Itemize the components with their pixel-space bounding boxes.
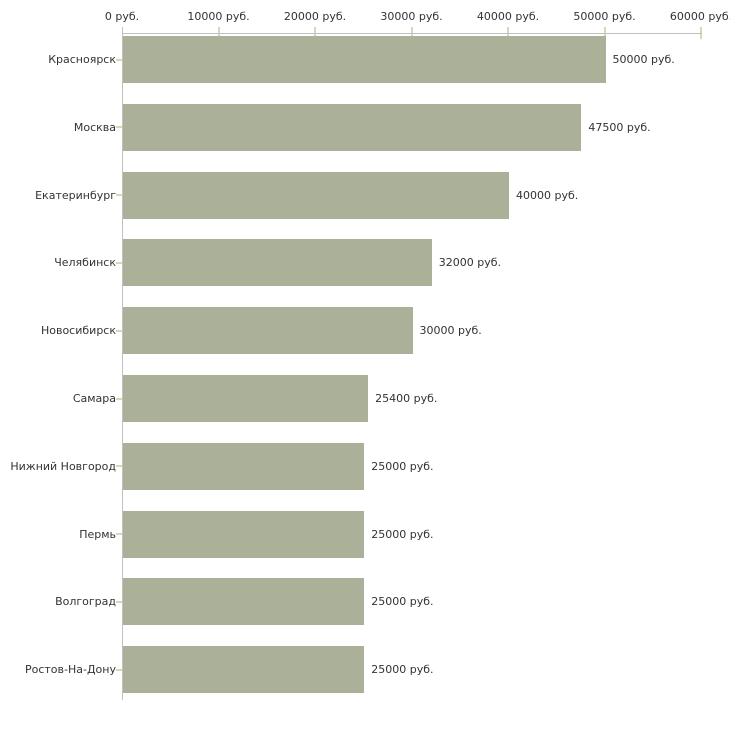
bar bbox=[123, 307, 413, 355]
category-tick-mark bbox=[116, 397, 122, 400]
category-label: Красноярск bbox=[48, 53, 116, 66]
x-axis-tick-label: 20000 руб. bbox=[283, 10, 347, 23]
bar-value-label: 40000 руб. bbox=[516, 188, 579, 202]
category-tick-mark bbox=[116, 126, 122, 129]
bar bbox=[123, 578, 365, 626]
x-axis-tick-label: 40000 руб. bbox=[476, 10, 540, 23]
x-axis-tick-label: 60000 руб. bbox=[669, 10, 730, 23]
category-label: Пермь bbox=[79, 527, 116, 541]
x-axis-tick-label: 50000 руб. bbox=[573, 10, 636, 23]
bar bbox=[123, 171, 509, 219]
bar-value-label: 25000 руб. bbox=[371, 663, 434, 677]
x-axis-tick-label: 0 руб. bbox=[104, 10, 140, 23]
category-tick-mark bbox=[116, 533, 122, 536]
bar-value-label: 50000 руб. bbox=[612, 53, 675, 66]
bar-value-label: 32000 руб. bbox=[438, 256, 502, 270]
category-label: Самара bbox=[72, 392, 116, 405]
bar-value-label: 25400 руб. bbox=[375, 392, 438, 405]
y-axis-line bbox=[122, 27, 123, 700]
category-label: Екатеринбург bbox=[35, 188, 116, 202]
bar-value-label: 30000 руб. bbox=[419, 324, 482, 338]
bar bbox=[123, 510, 365, 558]
category-tick-mark bbox=[116, 194, 122, 197]
bar bbox=[123, 646, 365, 694]
category-tick-mark bbox=[116, 329, 122, 332]
bar-value-label: 47500 руб. bbox=[588, 120, 651, 134]
bar-value-label: 25000 руб. bbox=[371, 595, 434, 609]
bar-value-label: 25000 руб. bbox=[371, 459, 434, 473]
bar-value-label: 25000 руб. bbox=[371, 527, 434, 541]
x-axis-line bbox=[122, 33, 702, 34]
category-tick-mark bbox=[116, 58, 122, 61]
category-label: Волгоград bbox=[55, 595, 116, 609]
category-tick-mark bbox=[116, 465, 122, 468]
bar bbox=[123, 375, 369, 422]
category-tick-mark bbox=[116, 600, 122, 603]
category-label: Новосибирск bbox=[40, 324, 116, 338]
x-axis-tick-label: 10000 руб. bbox=[187, 10, 250, 23]
category-label: Москва bbox=[73, 120, 116, 134]
category-label: Нижний Новгород bbox=[10, 459, 116, 473]
category-tick-mark bbox=[116, 261, 122, 264]
bar bbox=[123, 36, 606, 83]
bar bbox=[123, 103, 582, 151]
bar bbox=[123, 442, 365, 490]
x-axis-tick-label: 30000 руб. bbox=[380, 10, 443, 23]
bar bbox=[123, 239, 432, 287]
category-label: Челябинск bbox=[54, 256, 116, 270]
category-tick-mark bbox=[116, 668, 122, 671]
category-label: Ростов-На-Дону bbox=[24, 663, 116, 677]
